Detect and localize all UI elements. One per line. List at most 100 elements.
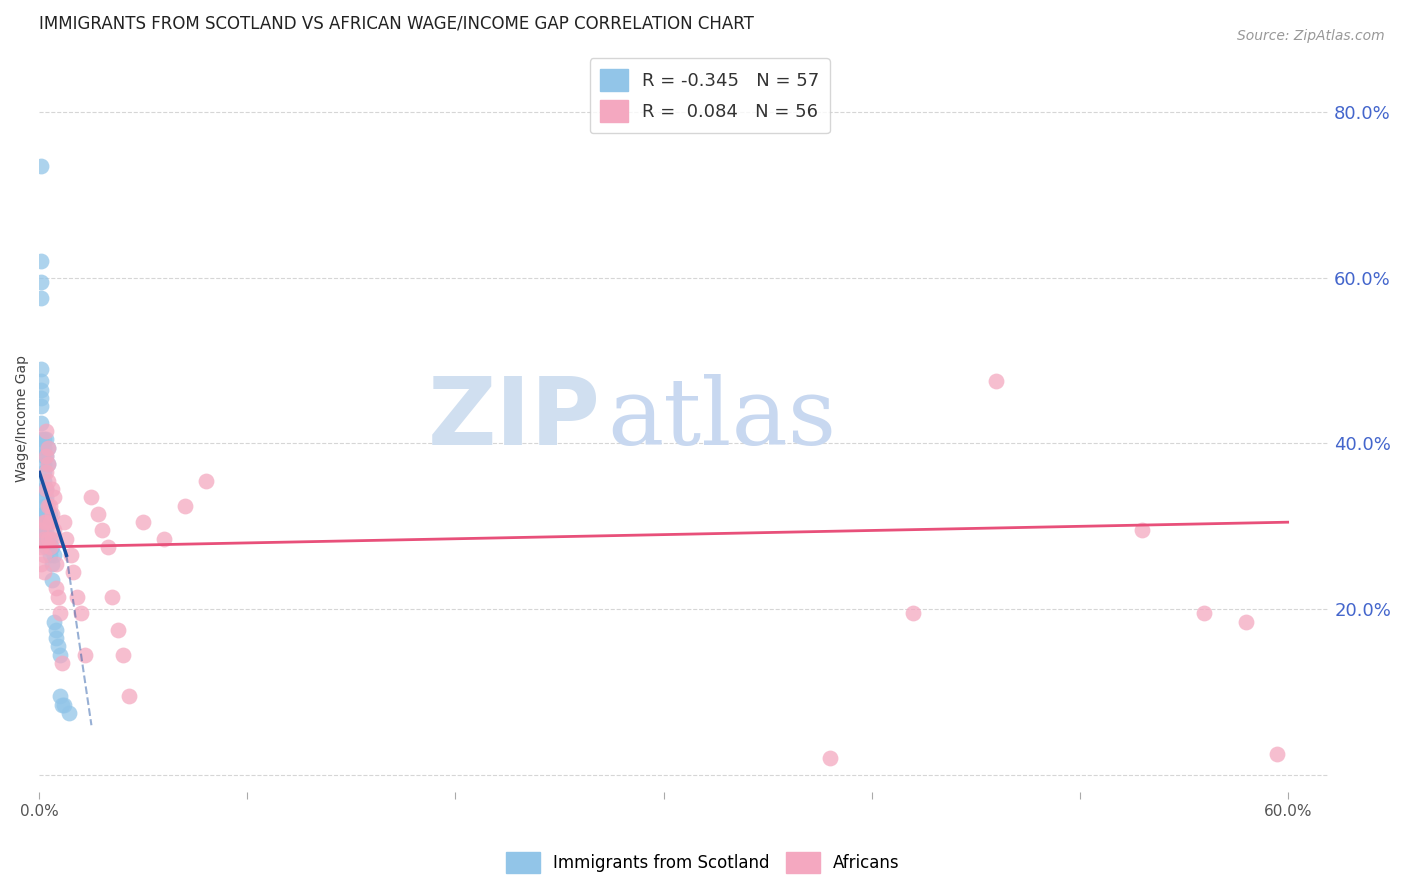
Point <box>58 706 80 720</box>
Point <box>38 540 60 554</box>
Point <box>53 515 76 529</box>
Point <box>34 515 56 529</box>
Point <box>34 524 56 538</box>
Point <box>31 515 53 529</box>
Point <box>45 623 67 637</box>
Point <box>49 648 72 662</box>
Point <box>34 482 56 496</box>
Text: ZIP: ZIP <box>427 373 600 465</box>
Point <box>34 491 56 505</box>
Legend: R = -0.345   N = 57, R =  0.084   N = 56: R = -0.345 N = 57, R = 0.084 N = 56 <box>589 58 830 133</box>
Point <box>34 424 56 438</box>
Text: atlas: atlas <box>607 374 837 464</box>
Point <box>32 457 55 471</box>
Point <box>37 532 59 546</box>
Point <box>51 656 73 670</box>
Text: Source: ZipAtlas.com: Source: ZipAtlas.com <box>1237 29 1385 43</box>
Point <box>66 590 89 604</box>
Point <box>41 540 63 554</box>
Point <box>31 374 53 388</box>
Point <box>70 607 93 621</box>
Point <box>41 573 63 587</box>
Point <box>132 515 155 529</box>
Point <box>818 751 841 765</box>
Point <box>153 532 176 546</box>
Point <box>34 499 56 513</box>
Point <box>37 499 59 513</box>
Point <box>86 507 108 521</box>
Point <box>38 507 60 521</box>
Point <box>32 565 55 579</box>
Point <box>32 474 55 488</box>
Point <box>41 557 63 571</box>
Point <box>31 383 53 397</box>
Point <box>31 557 53 571</box>
Point <box>31 159 53 173</box>
Point <box>59 549 82 563</box>
Point <box>38 532 60 546</box>
Point <box>41 532 63 546</box>
Point <box>46 590 69 604</box>
Point <box>31 524 53 538</box>
Point <box>32 433 55 447</box>
Point <box>37 474 59 488</box>
Point <box>34 449 56 463</box>
Point <box>38 549 60 563</box>
Point <box>32 515 55 529</box>
Point <box>49 690 72 704</box>
Point <box>1234 615 1257 629</box>
Point <box>41 482 63 496</box>
Point <box>31 362 53 376</box>
Y-axis label: Wage/Income Gap: Wage/Income Gap <box>15 355 30 482</box>
Point <box>37 441 59 455</box>
Point <box>42 549 65 563</box>
Point <box>31 524 53 538</box>
Point <box>31 254 53 268</box>
Point <box>32 441 55 455</box>
Point <box>31 391 53 405</box>
Point <box>38 499 60 513</box>
Point <box>32 524 55 538</box>
Point <box>53 698 76 712</box>
Point <box>45 557 67 571</box>
Point <box>31 433 53 447</box>
Point <box>45 582 67 596</box>
Point <box>31 275 53 289</box>
Point <box>45 631 67 645</box>
Point <box>32 482 55 496</box>
Point <box>49 607 72 621</box>
Point <box>31 441 53 455</box>
Point <box>32 507 55 521</box>
Point <box>1130 524 1153 538</box>
Point <box>31 540 53 554</box>
Point <box>34 507 56 521</box>
Text: IMMIGRANTS FROM SCOTLAND VS AFRICAN WAGE/INCOME GAP CORRELATION CHART: IMMIGRANTS FROM SCOTLAND VS AFRICAN WAGE… <box>39 15 754 33</box>
Point <box>32 491 55 505</box>
Point <box>62 565 84 579</box>
Point <box>38 515 60 529</box>
Point <box>51 698 73 712</box>
Point <box>42 491 65 505</box>
Point <box>41 507 63 521</box>
Point <box>118 690 141 704</box>
Point <box>32 549 55 563</box>
Point <box>31 399 53 413</box>
Point <box>34 433 56 447</box>
Point <box>42 524 65 538</box>
Point <box>32 532 55 546</box>
Point <box>34 449 56 463</box>
Point <box>32 466 55 480</box>
Point <box>34 466 56 480</box>
Point <box>37 457 59 471</box>
Point <box>32 532 55 546</box>
Point <box>111 648 134 662</box>
Point <box>32 499 55 513</box>
Point <box>97 540 120 554</box>
Point <box>37 515 59 529</box>
Point <box>90 524 112 538</box>
Point <box>986 374 1008 388</box>
Point <box>55 532 77 546</box>
Point <box>32 449 55 463</box>
Point <box>107 623 129 637</box>
Point <box>194 474 217 488</box>
